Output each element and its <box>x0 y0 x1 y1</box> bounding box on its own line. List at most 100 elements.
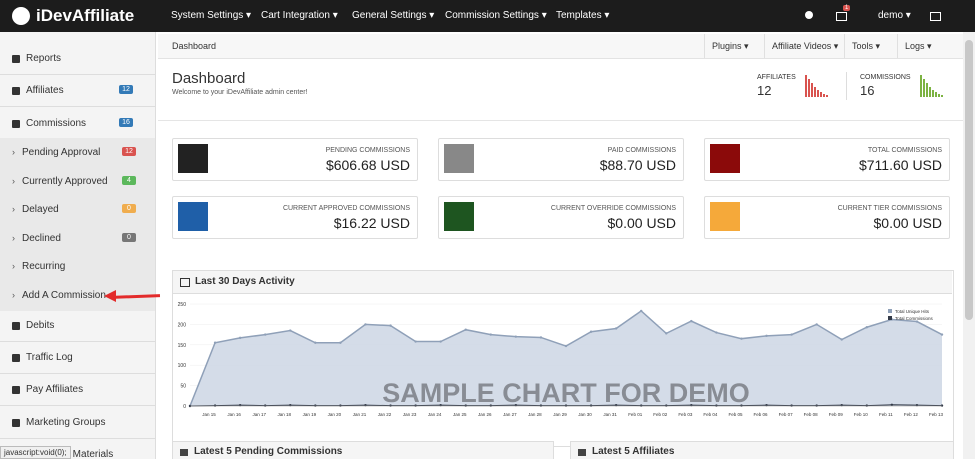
sidebar-row[interactable] <box>0 44 155 75</box>
data-point <box>940 404 944 407</box>
data-point <box>314 341 317 344</box>
x-tick-label: Feb 04 <box>703 412 718 417</box>
sparkline-bar <box>811 83 813 97</box>
panel-icon <box>578 449 586 456</box>
y-tick-label: 200 <box>178 322 187 328</box>
x-tick-label: Jan 20 <box>328 412 342 417</box>
counter-label: AFFILIATES <box>757 74 796 81</box>
data-point <box>665 332 668 335</box>
chevron: › <box>12 204 15 214</box>
menu-label: Recurring <box>22 261 66 272</box>
data-point <box>289 329 292 332</box>
stat-label: CURRENT TIER COMMISSIONS <box>837 205 942 212</box>
counter-value: 12 <box>757 83 772 98</box>
sidebar-row[interactable] <box>0 375 155 406</box>
data-point <box>865 326 868 329</box>
area-fill <box>190 310 942 406</box>
screen-icon[interactable] <box>930 12 941 21</box>
toolbar-button[interactable]: Logs ▾ <box>905 41 932 51</box>
brand: iDevAffiliate <box>36 6 135 25</box>
sidebar-row[interactable] <box>0 252 155 283</box>
data-point <box>464 328 467 331</box>
mail-icon[interactable] <box>836 12 847 21</box>
menu-label: Affiliates <box>26 85 64 96</box>
page-title: Dashboard <box>172 70 246 87</box>
nav-menu[interactable]: Templates ▾ <box>556 10 610 21</box>
arrow-head <box>104 290 116 302</box>
panel-icon <box>180 449 188 456</box>
x-tick-label: Feb 11 <box>879 412 893 417</box>
stat-value: $0.00 USD <box>873 215 942 231</box>
stat-icon <box>444 144 474 173</box>
legend-label: Total Unique Hits <box>895 309 930 314</box>
menu-label: Pay Affiliates <box>26 384 84 395</box>
data-point <box>589 330 593 333</box>
menu-label: Declined <box>22 233 61 244</box>
toolbar-button[interactable]: Plugins ▾ <box>712 41 749 51</box>
y-tick-label: 50 <box>180 384 186 390</box>
x-tick-label: Feb 07 <box>779 412 794 417</box>
sidebar-row[interactable] <box>0 311 155 342</box>
data-point <box>314 404 317 407</box>
x-tick-label: Feb 12 <box>904 412 919 417</box>
x-tick-label: Feb 10 <box>854 412 869 417</box>
x-tick-label: Feb 06 <box>754 412 769 417</box>
menu-label: Traffic Log <box>26 352 73 363</box>
stat-value: $606.68 USD <box>325 157 410 173</box>
toolbar-divider <box>844 34 845 58</box>
user-menu[interactable]: demo ▾ <box>878 10 911 21</box>
x-tick-label: Jan 26 <box>478 412 492 417</box>
chart-title: Last 30 Days Activity <box>195 276 295 287</box>
stat-card <box>438 196 684 239</box>
x-tick-label: Jan 29 <box>553 412 567 417</box>
data-point <box>539 336 543 339</box>
stat-label: CURRENT OVERRIDE COMMISSIONS <box>550 205 676 212</box>
nav-menu[interactable]: General Settings ▾ <box>352 10 435 21</box>
menu-label: Marketing Groups <box>26 417 106 428</box>
toolbar-divider <box>764 34 765 58</box>
stat-card <box>704 196 950 239</box>
sidebar-row[interactable] <box>0 343 155 374</box>
menu-icon <box>12 386 20 394</box>
x-tick-label: Feb 13 <box>929 412 944 417</box>
x-tick-label: Feb 08 <box>804 412 819 417</box>
toolbar-button[interactable]: Affiliate Videos ▾ <box>772 41 839 51</box>
data-point <box>940 333 944 336</box>
breadcrumb[interactable]: Dashboard <box>172 41 217 51</box>
menu-label: Pending Approval <box>22 147 101 158</box>
chevron: › <box>12 233 15 243</box>
panel <box>172 441 554 459</box>
x-tick-label: Jan 19 <box>303 412 317 417</box>
menu-label: Add A Commission <box>22 290 106 301</box>
sparkline-bar <box>814 87 816 97</box>
stat-value: $711.60 USD <box>858 157 942 173</box>
toolbar-button[interactable]: Tools ▾ <box>852 41 881 51</box>
chart-icon <box>180 278 190 287</box>
stat-icon <box>444 202 474 231</box>
sidebar-row[interactable] <box>0 408 155 439</box>
stat-icon <box>710 144 740 173</box>
y-tick-label: 0 <box>183 404 186 410</box>
nav-menu[interactable]: System Settings ▾ <box>171 10 252 21</box>
y-tick-label: 150 <box>178 343 187 349</box>
data-point <box>514 335 518 338</box>
stat-value: $88.70 USD <box>599 157 676 173</box>
breadcrumb-bar <box>158 34 963 59</box>
data-point <box>364 323 367 326</box>
data-point <box>264 404 267 407</box>
data-point <box>790 404 793 407</box>
page-subtitle: Welcome to your iDevAffiliate admin cent… <box>172 89 308 96</box>
help-icon[interactable] <box>805 11 813 19</box>
chart-header <box>173 271 952 294</box>
sparkline-bar <box>923 79 925 97</box>
menu-badge: 16 <box>119 118 133 127</box>
stat-card <box>172 196 418 239</box>
nav-menu[interactable]: Commission Settings ▾ <box>445 10 547 21</box>
x-tick-label: Jan 21 <box>353 412 367 417</box>
data-point <box>439 340 442 343</box>
x-tick-label: Feb 01 <box>628 412 643 417</box>
nav-menu[interactable]: Cart Integration ▾ <box>261 10 338 21</box>
menu-badge: 0 <box>122 204 136 213</box>
